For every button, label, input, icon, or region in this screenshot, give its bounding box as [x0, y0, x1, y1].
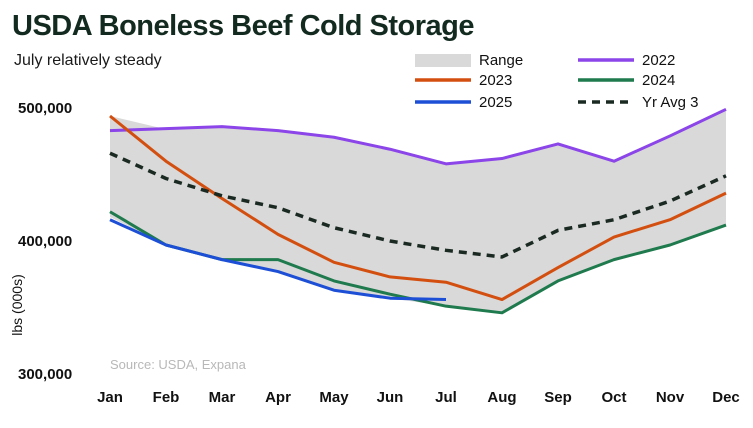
x-tick-apr: Apr: [265, 389, 291, 406]
x-tick-sep: Sep: [544, 389, 572, 406]
y-tick-500000: 500,000: [18, 100, 72, 117]
legend-label-2022: 2022: [642, 52, 675, 69]
series-line-2023: [109, 114, 727, 302]
x-tick-jul: Jul: [435, 389, 457, 406]
legend: Range 2022 2023 2024 2025 Yr Avg 3: [415, 52, 698, 111]
legend-label-2025: 2025: [479, 94, 512, 111]
source-note: Source: USDA, Expana: [110, 357, 247, 372]
legend-label-2023: 2023: [479, 72, 512, 89]
x-tick-dec: Dec: [712, 389, 740, 406]
x-tick-nov: Nov: [656, 389, 685, 406]
axis-layer: Jan Feb Mar Apr May Jun Jul Aug Sep Oct Nov Dec 300,…: [18, 100, 740, 406]
series-line-2022: [109, 107, 727, 166]
x-tick-oct: Oct: [601, 389, 626, 406]
legend-label-range: Range: [479, 52, 523, 69]
chart-subtitle: July relatively steady: [14, 52, 162, 69]
series-lines-layer: [109, 107, 727, 315]
series-line-yr-avg-3: [109, 151, 727, 259]
y-axis-label: lbs (000s): [9, 274, 25, 335]
legend-label-2024: 2024: [642, 72, 675, 89]
series-line-2025: [109, 218, 447, 302]
legend-label-yr-avg-3: Yr Avg 3: [642, 94, 698, 111]
y-tick-300000: 300,000: [18, 366, 72, 383]
range-area-layer: [110, 109, 726, 313]
x-tick-jun: Jun: [377, 389, 404, 406]
range-band: [110, 109, 726, 313]
x-tick-may: May: [319, 389, 349, 406]
x-tick-mar: Mar: [209, 389, 236, 406]
legend-swatch-range: [415, 54, 471, 67]
y-tick-400000: 400,000: [18, 233, 72, 250]
x-tick-jan: Jan: [97, 389, 123, 406]
x-tick-aug: Aug: [487, 389, 516, 406]
chart-title: USDA Boneless Beef Cold Storage: [12, 10, 475, 42]
x-tick-feb: Feb: [153, 389, 180, 406]
